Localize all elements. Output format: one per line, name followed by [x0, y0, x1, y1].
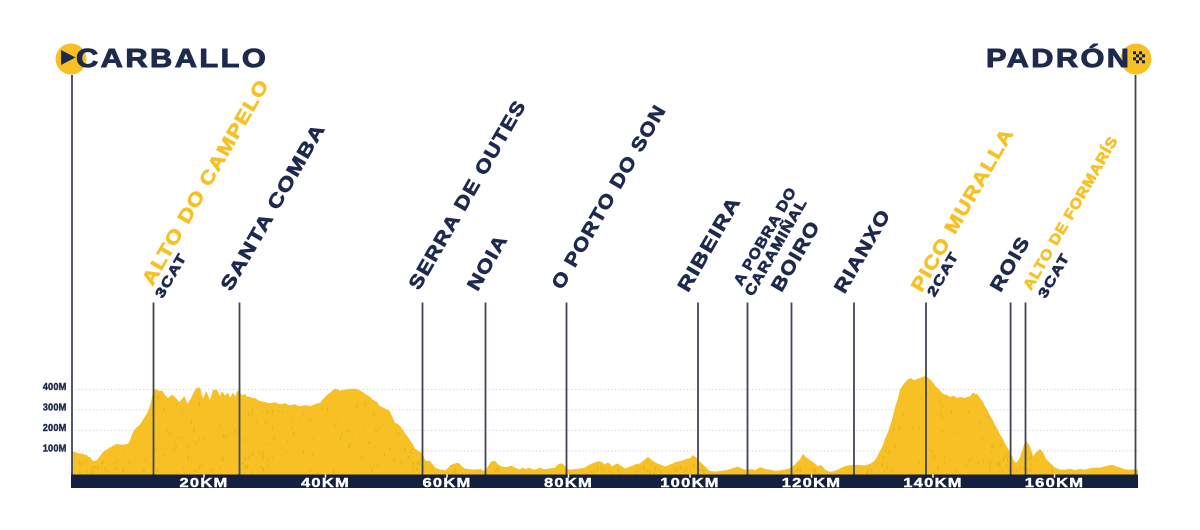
svg-text:300M: 300M: [43, 402, 67, 414]
svg-text:PADRÓN: PADRÓN: [986, 44, 1131, 73]
svg-text:100M: 100M: [43, 443, 67, 455]
svg-text:40KM: 40KM: [301, 477, 350, 491]
svg-text:80KM: 80KM: [544, 477, 593, 491]
svg-text:400M: 400M: [43, 382, 67, 394]
svg-text:100KM: 100KM: [660, 477, 720, 491]
svg-text:120KM: 120KM: [782, 477, 842, 491]
svg-text:CARBALLO: CARBALLO: [76, 44, 268, 73]
svg-text:60KM: 60KM: [422, 477, 471, 491]
svg-text:20KM: 20KM: [179, 477, 228, 491]
svg-text:140KM: 140KM: [903, 477, 963, 491]
svg-text:200M: 200M: [43, 423, 67, 435]
svg-text:160KM: 160KM: [1025, 477, 1085, 491]
